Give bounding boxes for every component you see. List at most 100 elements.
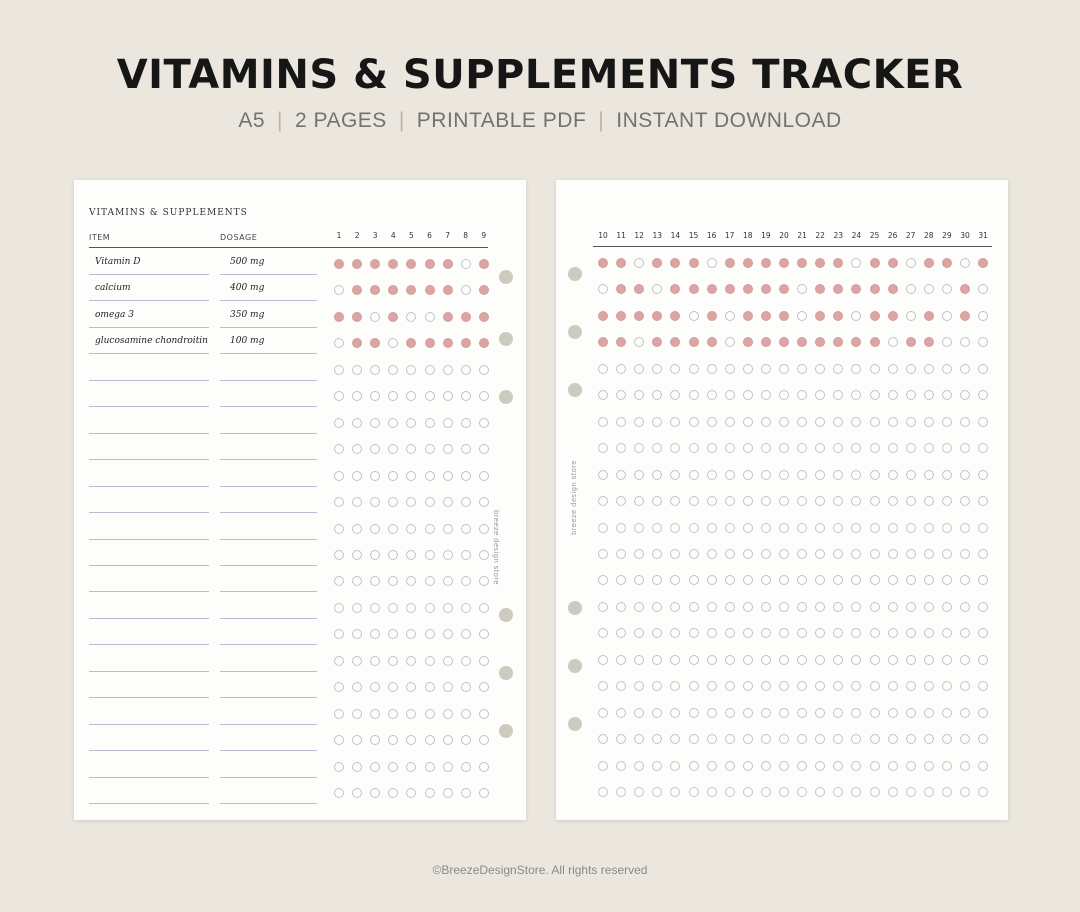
dose-empty-dot — [370, 761, 381, 772]
dose-empty-dot — [851, 734, 862, 745]
dose-taken-dot — [797, 337, 808, 348]
brand-vertical-label: breeze design store — [492, 510, 500, 585]
binder-hole — [499, 270, 513, 284]
item-line — [89, 353, 209, 355]
dose-empty-dot — [370, 364, 381, 375]
dose-empty-dot — [760, 707, 771, 718]
dose-empty-dot — [442, 523, 453, 534]
dose-empty-dot — [779, 363, 789, 374]
dose-empty-dot — [887, 787, 898, 797]
dose-empty-dot — [905, 760, 916, 771]
dose-empty-dot — [460, 497, 471, 508]
dose-empty-dot — [616, 628, 627, 639]
dose-empty-dot — [652, 390, 663, 401]
dose-empty-dot — [334, 523, 344, 534]
dose-empty-dot — [370, 788, 381, 798]
dose-empty-dot — [388, 576, 399, 587]
dose-empty-dot — [616, 363, 627, 374]
dose-empty-dot — [652, 760, 663, 771]
dose-empty-dot — [670, 601, 681, 612]
dose-empty-dot — [941, 601, 952, 612]
dose-empty-dot — [815, 681, 826, 692]
dose-empty-dot — [779, 707, 789, 718]
dose-empty-dot — [670, 522, 681, 533]
dose-empty-dot — [724, 469, 735, 480]
dose-empty-dot — [388, 682, 399, 693]
dose-empty-dot — [815, 416, 826, 427]
dose-taken-dot — [478, 311, 489, 322]
dose-empty-dot — [460, 602, 471, 613]
dose-empty-dot — [833, 469, 844, 480]
item-name: calcium — [95, 283, 131, 294]
dose-empty-dot — [352, 364, 363, 375]
dose-empty-dot — [960, 258, 970, 268]
dose-empty-dot — [760, 496, 771, 507]
dose-taken-dot — [442, 338, 453, 349]
dose-empty-dot — [960, 654, 970, 665]
dose-empty-dot — [352, 682, 363, 693]
dose-taken-dot — [742, 258, 753, 268]
dosage-line — [220, 591, 317, 593]
dose-empty-dot — [706, 258, 717, 268]
day-number: 15 — [688, 231, 699, 240]
item-line — [89, 406, 209, 408]
dose-empty-dot — [869, 760, 880, 771]
dose-empty-dot — [960, 416, 970, 427]
dose-taken-dot — [869, 258, 880, 268]
dose-empty-dot — [598, 469, 608, 480]
dosage-line — [220, 750, 317, 752]
dose-empty-dot — [742, 654, 753, 665]
dosage-line — [220, 406, 317, 408]
day-number: 6 — [427, 231, 432, 240]
dose-empty-dot — [887, 707, 898, 718]
dose-empty-dot — [905, 416, 916, 427]
dose-empty-dot — [851, 416, 862, 427]
dose-empty-dot — [598, 707, 608, 718]
dose-empty-dot — [815, 601, 826, 612]
dose-empty-dot — [424, 655, 435, 666]
dose-empty-dot — [406, 708, 417, 719]
dose-empty-dot — [706, 522, 717, 533]
dose-empty-dot — [724, 337, 735, 348]
dose-empty-dot — [370, 444, 381, 455]
dose-empty-dot — [634, 496, 645, 507]
dose-taken-dot — [652, 337, 663, 348]
dose-empty-dot — [797, 601, 808, 612]
dosage-line — [220, 353, 317, 355]
day-number: 22 — [815, 231, 825, 240]
dose-taken-dot — [797, 258, 808, 268]
dose-empty-dot — [424, 497, 435, 508]
dose-empty-dot — [460, 788, 471, 798]
dose-empty-dot — [616, 496, 627, 507]
dose-empty-dot — [634, 707, 645, 718]
dose-empty-dot — [616, 681, 627, 692]
dose-empty-dot — [923, 548, 934, 559]
dose-empty-dot — [869, 681, 880, 692]
dose-empty-dot — [460, 629, 471, 640]
dose-empty-dot — [887, 575, 898, 586]
dose-empty-dot — [724, 575, 735, 586]
page-title: VITAMINS & SUPPLEMENTS TRACKER — [116, 52, 964, 98]
dose-empty-dot — [724, 522, 735, 533]
dose-empty-dot — [887, 628, 898, 639]
item-line — [89, 485, 209, 487]
dose-empty-dot — [670, 443, 681, 454]
dose-empty-dot — [797, 548, 808, 559]
dose-empty-dot — [941, 522, 952, 533]
dose-empty-dot — [478, 629, 489, 640]
day-number: 10 — [598, 231, 608, 240]
dose-taken-dot — [851, 337, 862, 348]
dose-empty-dot — [923, 707, 934, 718]
dose-empty-dot — [923, 760, 934, 771]
dose-empty-dot — [978, 469, 989, 480]
dose-empty-dot — [724, 443, 735, 454]
dose-empty-dot — [634, 416, 645, 427]
dose-empty-dot — [724, 787, 735, 797]
dose-empty-dot — [406, 629, 417, 640]
dose-empty-dot — [688, 522, 699, 533]
dose-empty-dot — [779, 469, 789, 480]
dose-empty-dot — [978, 443, 989, 454]
day-number: 30 — [960, 231, 970, 240]
dose-empty-dot — [442, 576, 453, 587]
day-number: 29 — [942, 231, 952, 240]
